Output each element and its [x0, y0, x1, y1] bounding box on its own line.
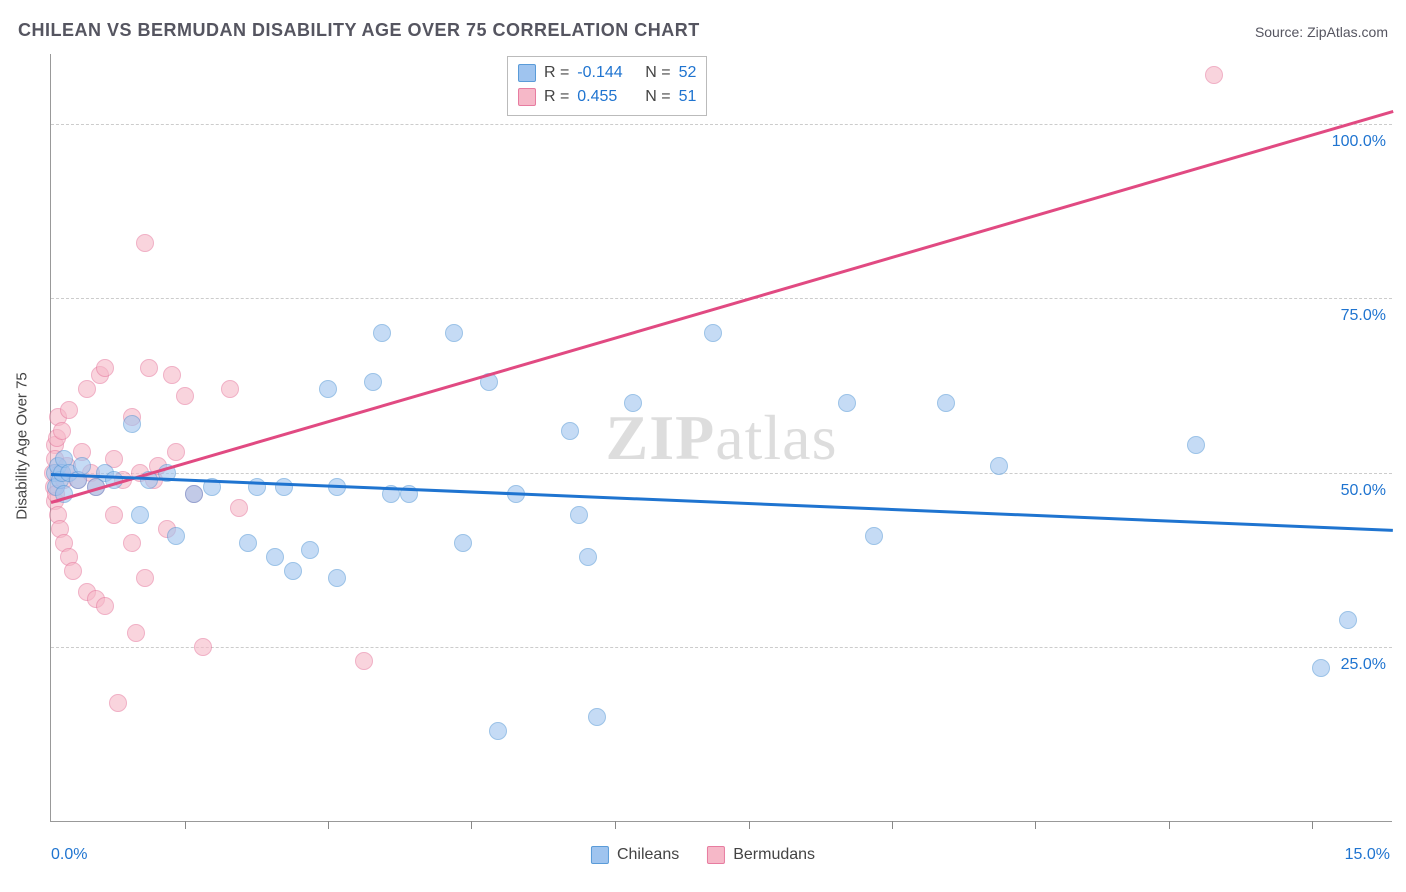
point-bermudans — [105, 506, 123, 524]
stat-row: R = 0.455 N = 51 — [518, 85, 696, 109]
y-tick-label: 75.0% — [1341, 307, 1386, 325]
point-chileans — [570, 506, 588, 524]
n-label: N = — [645, 61, 670, 85]
legend: Chileans Bermudans — [591, 846, 815, 864]
point-bermudans — [136, 234, 154, 252]
swatch-icon — [591, 846, 609, 864]
point-chileans — [239, 534, 257, 552]
point-chileans — [838, 394, 856, 412]
swatch-icon — [707, 846, 725, 864]
x-tick — [1312, 821, 1313, 829]
point-bermudans — [109, 694, 127, 712]
grid-line — [51, 473, 1392, 474]
point-chileans — [1187, 436, 1205, 454]
point-chileans — [185, 485, 203, 503]
point-bermudans — [96, 597, 114, 615]
point-bermudans — [140, 359, 158, 377]
point-chileans — [561, 422, 579, 440]
point-chileans — [489, 722, 507, 740]
point-chileans — [1312, 659, 1330, 677]
point-chileans — [328, 569, 346, 587]
grid-line — [51, 647, 1392, 648]
stats-box: R = -0.144 N = 52 R = 0.455 N = 51 — [507, 56, 707, 116]
point-chileans — [319, 380, 337, 398]
swatch-icon — [518, 88, 536, 106]
point-chileans — [588, 708, 606, 726]
swatch-icon — [518, 64, 536, 82]
point-chileans — [990, 457, 1008, 475]
legend-item: Chileans — [591, 846, 679, 864]
point-chileans — [123, 415, 141, 433]
watermark: ZIPatlas — [606, 401, 838, 475]
point-bermudans — [176, 387, 194, 405]
point-bermudans — [136, 569, 154, 587]
r-label: R = — [544, 61, 569, 85]
trend-line-chileans — [51, 473, 1393, 532]
n-label: N = — [645, 85, 670, 109]
point-chileans — [73, 457, 91, 475]
x-tick — [1035, 821, 1036, 829]
x-tick — [1169, 821, 1170, 829]
point-chileans — [704, 324, 722, 342]
point-chileans — [579, 548, 597, 566]
point-chileans — [1339, 611, 1357, 629]
point-chileans — [167, 527, 185, 545]
point-chileans — [131, 506, 149, 524]
x-tick — [328, 821, 329, 829]
y-axis-label: Disability Age Over 75 — [14, 372, 31, 520]
r-label: R = — [544, 85, 569, 109]
legend-item: Bermudans — [707, 846, 815, 864]
legend-label: Bermudans — [733, 846, 815, 864]
legend-label: Chileans — [617, 846, 679, 864]
x-tick — [749, 821, 750, 829]
point-bermudans — [64, 562, 82, 580]
n-value: 51 — [679, 85, 697, 109]
grid-line — [51, 124, 1392, 125]
point-chileans — [284, 562, 302, 580]
point-chileans — [364, 373, 382, 391]
point-bermudans — [355, 652, 373, 670]
grid-line — [51, 298, 1392, 299]
y-tick-label: 100.0% — [1332, 133, 1386, 151]
point-bermudans — [167, 443, 185, 461]
point-bermudans — [123, 534, 141, 552]
x-tick — [892, 821, 893, 829]
source-label: Source: ZipAtlas.com — [1255, 24, 1388, 40]
chart-container: CHILEAN VS BERMUDAN DISABILITY AGE OVER … — [0, 0, 1406, 892]
point-bermudans — [163, 366, 181, 384]
point-bermudans — [53, 422, 71, 440]
stat-row: R = -0.144 N = 52 — [518, 61, 696, 85]
point-bermudans — [221, 380, 239, 398]
x-tick — [615, 821, 616, 829]
point-chileans — [373, 324, 391, 342]
y-tick-label: 25.0% — [1341, 656, 1386, 674]
point-chileans — [275, 478, 293, 496]
r-value: -0.144 — [577, 61, 637, 85]
point-chileans — [266, 548, 284, 566]
x-tick — [471, 821, 472, 829]
point-bermudans — [127, 624, 145, 642]
x-tick — [185, 821, 186, 829]
point-chileans — [937, 394, 955, 412]
point-bermudans — [194, 638, 212, 656]
point-bermudans — [1205, 66, 1223, 84]
r-value: 0.455 — [577, 85, 637, 109]
point-chileans — [301, 541, 319, 559]
point-chileans — [445, 324, 463, 342]
point-bermudans — [78, 380, 96, 398]
point-chileans — [454, 534, 472, 552]
y-tick-label: 50.0% — [1341, 482, 1386, 500]
n-value: 52 — [679, 61, 697, 85]
point-bermudans — [96, 359, 114, 377]
x-min-label: 0.0% — [51, 846, 87, 864]
point-bermudans — [60, 401, 78, 419]
point-bermudans — [230, 499, 248, 517]
plot-area: ZIPatlas R = -0.144 N = 52 R = 0.455 N = 51 25.… — [50, 54, 1392, 822]
chart-title: CHILEAN VS BERMUDAN DISABILITY AGE OVER … — [18, 20, 700, 41]
x-max-label: 15.0% — [1345, 846, 1390, 864]
point-chileans — [624, 394, 642, 412]
point-chileans — [865, 527, 883, 545]
